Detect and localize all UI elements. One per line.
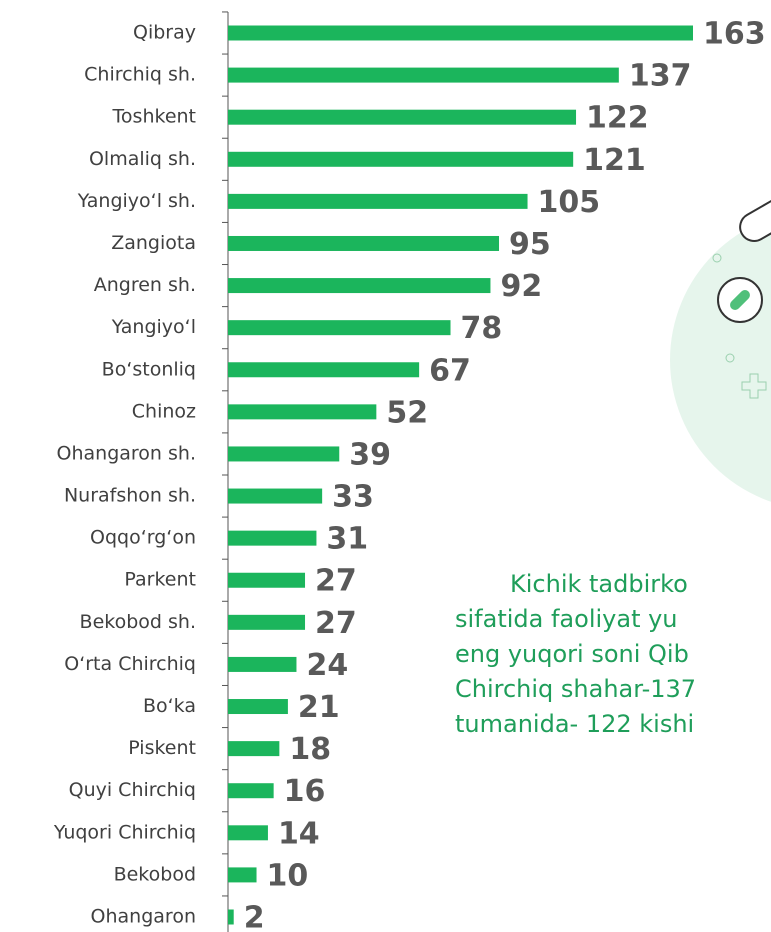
paragraph-line: eng yuqori soni Qib: [455, 640, 689, 668]
bar: [228, 25, 693, 41]
category-label: Piskent: [128, 737, 196, 759]
value-label: 122: [586, 101, 649, 136]
value-label: 67: [429, 353, 471, 388]
paragraph-line: sifatida faoliyat yu: [455, 605, 678, 633]
category-label: Ohangaron sh.: [57, 442, 196, 464]
bar: [228, 320, 451, 336]
value-label: 31: [326, 522, 368, 557]
value-label: 27: [315, 564, 357, 599]
bar: [228, 488, 323, 504]
bar: [228, 446, 340, 462]
bar: [228, 530, 317, 546]
value-label: 18: [289, 732, 331, 767]
value-label: 2: [244, 901, 265, 932]
bar: [228, 783, 274, 799]
paragraph-line: Chirchiq shahar-137: [455, 675, 696, 703]
value-label: 105: [538, 185, 601, 220]
bar: [228, 867, 257, 883]
category-label: Angren sh.: [94, 274, 196, 296]
value-label: 24: [306, 648, 348, 683]
value-label: 163: [703, 17, 766, 52]
bar: [228, 825, 268, 841]
bar: [228, 278, 491, 294]
bar: [228, 614, 306, 630]
bar: [228, 741, 280, 757]
value-label: 39: [349, 437, 391, 472]
decor-dot: [712, 253, 722, 263]
decor-circle: [670, 218, 771, 502]
value-label: 10: [267, 858, 309, 893]
value-label: 137: [629, 59, 692, 94]
value-label: 78: [461, 311, 503, 346]
value-label: 92: [500, 269, 542, 304]
category-label: Olmaliq sh.: [89, 148, 196, 170]
decor-dot: [725, 353, 735, 363]
value-label: 52: [386, 395, 428, 430]
value-label: 16: [284, 774, 326, 809]
category-label: Bo‘stonliq: [102, 358, 196, 380]
category-label: Parkent: [124, 569, 196, 591]
decor-cross: [741, 373, 767, 399]
category-label: O‘rta Chirchiq: [64, 653, 196, 675]
illustration: [670, 196, 771, 502]
bar: [228, 235, 500, 251]
bar: [228, 193, 528, 209]
value-label: 95: [509, 227, 551, 262]
bar: [228, 572, 306, 588]
category-label: Quyi Chirchiq: [69, 779, 196, 801]
decor-pill-core: [730, 290, 750, 310]
category-label: Ohangaron: [91, 906, 196, 928]
bar: [228, 362, 420, 378]
bar: [228, 67, 619, 83]
bar: [228, 109, 577, 125]
value-label: 14: [278, 816, 320, 851]
category-label: Yangiyo‘l: [111, 316, 196, 338]
category-label: Bekobod: [114, 863, 196, 885]
category-label: Oqqo‘rg‘on: [90, 527, 196, 549]
paragraph-line: Kichik tadbirko: [510, 570, 688, 598]
value-label: 33: [332, 480, 374, 515]
bar: [228, 699, 288, 715]
category-label: Bekobod sh.: [80, 611, 196, 633]
bar: [228, 656, 297, 672]
category-label: Qibray: [133, 22, 196, 44]
value-label: 27: [315, 606, 357, 641]
paragraph-line: tumanida- 122 kishi: [455, 710, 694, 738]
value-label: 21: [298, 690, 340, 725]
bar: [228, 909, 234, 925]
category-label: Zangiota: [111, 232, 196, 254]
category-label: Chirchiq sh.: [84, 64, 196, 86]
bar: [228, 151, 574, 167]
decor-capsule: [739, 196, 771, 242]
category-label: Chinoz: [132, 400, 196, 422]
category-label: Nurafshon sh.: [64, 485, 196, 507]
bar: [228, 404, 377, 420]
category-label: Toshkent: [112, 106, 196, 128]
category-label: Yuqori Chirchiq: [53, 821, 196, 843]
category-label: Bo‘ka: [143, 695, 196, 717]
category-label: Yangiyo‘l sh.: [77, 190, 196, 212]
value-label: 121: [583, 143, 646, 178]
